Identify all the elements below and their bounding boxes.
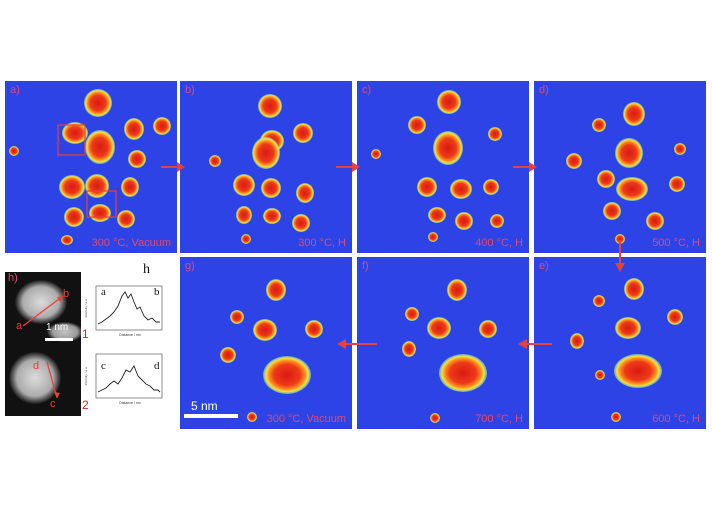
inset-label-right: h: [143, 262, 150, 277]
profile-2-start-label: c: [101, 360, 106, 372]
panel-a-image: [5, 81, 177, 253]
inset-label-left: h): [8, 272, 18, 284]
inset-profiles: Distance / nm Distance / nm Intensity / …: [82, 272, 168, 416]
panel-c-condition: 400 °C, H: [475, 237, 523, 249]
panel-d-condition: 500 °C, H: [652, 237, 700, 249]
panel-c-label: c): [362, 84, 372, 96]
panel-b-image: [180, 81, 352, 253]
profile-1-curve: [97, 291, 160, 325]
panel-e: e) 600 °C, H: [534, 257, 706, 429]
panel-a-label: a): [10, 84, 20, 96]
panel-b-label: b): [185, 84, 195, 96]
profile-2-end-label: d: [154, 360, 160, 372]
panel-e-label: e): [539, 260, 549, 272]
scale-bar-label: 5 nm: [191, 399, 218, 413]
inset-point-b: b: [63, 288, 70, 300]
inset-point-a: a: [16, 320, 23, 332]
profile-2-curve: [97, 365, 161, 393]
panel-e-condition: 600 °C, H: [652, 413, 700, 425]
profile-1-end-label: b: [154, 286, 160, 298]
inset-point-c: c: [50, 398, 56, 410]
panel-b-condition: 300 °C, H: [298, 237, 346, 249]
panel-g-label: g): [185, 260, 195, 272]
panel-f-condition: 700 °C, H: [475, 413, 523, 425]
inset-scale-bar-label: 1 nm: [46, 322, 69, 333]
panel-c: c) 400 °C, H: [357, 81, 529, 253]
panel-f-image: [357, 257, 529, 429]
profile-number-2: 2: [82, 398, 89, 412]
arrow-a-to-b-icon: [161, 162, 185, 172]
profile-2-ylabel: Intensity / a.u.: [84, 367, 88, 386]
panel-f-label: f): [362, 260, 369, 272]
inset-haadf-image: [5, 272, 81, 416]
panel-f: f) 700 °C, H: [357, 257, 529, 429]
profile-2-xlabel: Distance / nm: [119, 401, 140, 405]
panel-d-image: [534, 81, 706, 253]
profile-1-ylabel: Intensity / a.u.: [84, 299, 88, 318]
panel-g-condition: 300 °C, Vacuum: [266, 413, 346, 425]
panel-c-image: [357, 81, 529, 253]
panel-d: d) 500 °C, H: [534, 81, 706, 253]
inset-point-d: d: [33, 360, 40, 372]
arrow-b-to-c-icon: [336, 162, 360, 172]
panel-a: a) 300 °C, Vacuum: [5, 81, 177, 253]
arrow-e-to-f-icon: [518, 339, 552, 349]
scale-bar: [184, 414, 238, 418]
panel-b: b) 300 °C, H: [180, 81, 352, 253]
arrow-d-to-e-icon: [615, 240, 625, 272]
profile-1-xlabel: Distance / nm: [119, 333, 140, 337]
profile-1-start-label: a: [101, 286, 106, 298]
panel-a-condition: 300 °C, Vacuum: [91, 237, 171, 249]
panel-d-label: d): [539, 84, 549, 96]
panel-e-image: [534, 257, 706, 429]
profile-number-1: 1: [82, 327, 89, 341]
panel-g-image: [180, 257, 352, 429]
arrow-c-to-d-icon: [513, 162, 537, 172]
arrow-f-to-g-icon: [337, 339, 377, 349]
panel-g: g) 300 °C, Vacuum: [180, 257, 352, 429]
